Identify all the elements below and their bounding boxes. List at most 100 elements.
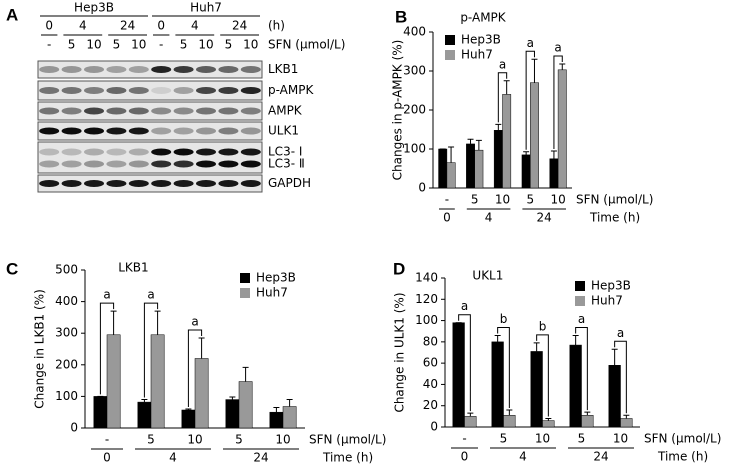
y-tick-label: 200 — [55, 357, 78, 371]
error-bar — [198, 337, 205, 359]
error-bar — [506, 409, 513, 416]
bar — [493, 130, 503, 189]
sfn-dose: 5 — [225, 38, 233, 52]
bar — [466, 143, 475, 189]
significance-bracket — [497, 326, 510, 408]
blot-band — [218, 127, 239, 135]
bar — [620, 418, 633, 428]
blot-band — [106, 66, 127, 73]
blot-band — [240, 127, 261, 135]
blot-band — [218, 66, 239, 73]
blot-strip — [37, 141, 263, 174]
x-tick-label: 10 — [535, 432, 550, 446]
blot-band — [173, 160, 194, 168]
significance-bracket — [553, 55, 563, 149]
y-axis-label: Change in LKB1 (%) — [33, 289, 47, 409]
blot-band — [196, 127, 216, 135]
bar — [608, 365, 621, 428]
chart-title: UKL1 — [472, 269, 503, 283]
x-axis-label: SFN (μmol/L) — [309, 433, 386, 447]
y-tick-label: 60 — [423, 356, 438, 370]
blot-band — [128, 180, 149, 187]
blot-band — [218, 180, 239, 187]
legend-label: Hep3B — [591, 279, 631, 293]
blot-band — [39, 127, 60, 135]
bar — [438, 148, 448, 189]
blot-band — [61, 66, 82, 73]
legend-label: Huh7 — [591, 294, 623, 308]
legend-label: Huh7 — [461, 48, 493, 62]
blot-band — [39, 148, 60, 156]
bar — [549, 158, 559, 189]
blot-band — [151, 148, 172, 156]
bar — [542, 420, 555, 428]
x-tick-label: 5 — [578, 432, 586, 446]
group-label: 24 — [537, 211, 552, 225]
blot-band — [106, 180, 127, 187]
error-bar — [531, 58, 538, 83]
bar — [530, 351, 543, 428]
bar — [150, 334, 165, 429]
y-tick-label: 20 — [423, 398, 438, 412]
blot-band — [218, 148, 239, 156]
error-bar — [572, 334, 579, 346]
blot-band — [128, 127, 149, 135]
significance-label: a — [499, 57, 506, 71]
bar — [491, 341, 504, 428]
time-label: 24 — [120, 19, 135, 33]
cell-line-name: Hep3B — [74, 1, 114, 15]
bar — [225, 399, 240, 429]
panel-label: C — [6, 259, 18, 278]
error-bar — [623, 414, 630, 419]
blot-band — [84, 66, 104, 73]
error-bar — [495, 123, 502, 131]
x-tick-label: 5 — [500, 432, 508, 446]
blot-band — [84, 160, 104, 168]
blot-band — [218, 107, 239, 115]
significance-label: a — [461, 299, 468, 313]
blot-band — [173, 148, 194, 156]
band-label: GAPDH — [268, 176, 311, 190]
sfn-dose: 10 — [131, 38, 146, 52]
legend-swatch — [575, 281, 585, 291]
group-label: 24 — [253, 451, 268, 465]
blot-band — [240, 148, 261, 156]
bar — [238, 381, 253, 429]
time-label: 4 — [79, 19, 87, 33]
y-tick-label: 300 — [403, 64, 426, 78]
group-axis-label: Time (h) — [322, 451, 373, 465]
blot-band — [39, 160, 60, 168]
y-tick-label: 100 — [403, 142, 426, 156]
bar — [503, 415, 516, 428]
error-bar — [154, 310, 161, 335]
band-label: LC3- Ⅱ — [268, 157, 305, 171]
bar — [93, 396, 108, 429]
significance-label: a — [147, 288, 154, 302]
group-label: 0 — [443, 211, 451, 225]
blot-band — [61, 180, 82, 187]
x-axis-label: SFN (μmol/L) — [576, 193, 653, 207]
bar — [106, 334, 121, 429]
blot-band — [151, 127, 172, 135]
sfn-dose: - — [47, 38, 51, 52]
legend-label: Hep3B — [461, 33, 501, 47]
blot-band — [196, 160, 216, 168]
group-label: 4 — [169, 451, 177, 465]
significance-label: b — [539, 319, 547, 333]
blot-band — [106, 127, 127, 135]
significance-bracket — [614, 340, 627, 414]
blot-band — [61, 160, 82, 168]
blot-band — [128, 87, 149, 94]
significance-bracket — [99, 302, 115, 395]
group-axis-label: Time (h) — [657, 450, 708, 464]
blot-band — [84, 180, 104, 187]
bar — [521, 154, 531, 189]
y-tick-label: 500 — [55, 263, 78, 277]
x-tick-label: 10 — [275, 433, 290, 447]
error-bar — [448, 146, 455, 163]
x-tick-label: 5 — [147, 433, 155, 447]
error-bar — [467, 138, 474, 144]
blot-strip — [37, 80, 263, 101]
error-bar — [494, 334, 501, 342]
blot-strip — [37, 60, 263, 79]
